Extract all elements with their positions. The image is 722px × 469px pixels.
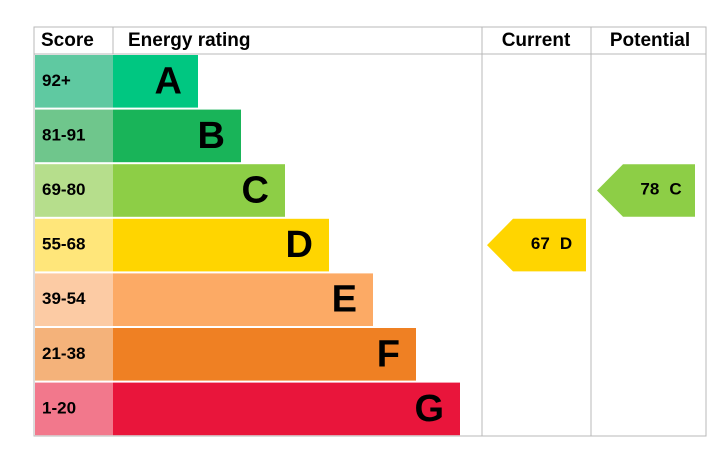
- score-cell: [35, 273, 113, 326]
- potential-label: 78 C: [640, 180, 681, 199]
- current-label: 67 D: [531, 235, 572, 254]
- current-arrow: [487, 218, 586, 272]
- score-label: 81-91: [42, 125, 85, 144]
- rating-bar: [113, 109, 241, 163]
- frame: [33, 26, 707, 437]
- current-letter: D: [560, 235, 572, 254]
- header-rating: Energy rating: [128, 30, 250, 51]
- rating-letter: C: [242, 170, 269, 212]
- rating-bar: [113, 218, 329, 272]
- potential-arrow: [597, 164, 695, 217]
- rating-bar: [113, 273, 373, 326]
- score-label: 55-68: [42, 235, 85, 254]
- score-cell: [35, 328, 113, 381]
- score-cell: [35, 55, 113, 108]
- score-cell: [35, 382, 113, 436]
- score-label: 39-54: [42, 289, 86, 308]
- potential-value: 78: [640, 180, 659, 199]
- rating-letter: D: [286, 224, 313, 266]
- rating-letter: A: [155, 60, 182, 102]
- score-cell: [35, 164, 113, 217]
- grid: [33, 26, 707, 437]
- score-label: 1-20: [42, 398, 76, 417]
- score-label: 21-38: [42, 344, 85, 363]
- rating-bar: [113, 164, 285, 217]
- rating-letter: B: [198, 115, 225, 157]
- header-current: Current: [502, 30, 571, 51]
- score-label: 69-80: [42, 180, 85, 199]
- rating-letter: F: [377, 333, 400, 375]
- rating-bar: [113, 328, 416, 381]
- rating-bar: [113, 382, 460, 436]
- score-label: 92+: [42, 71, 71, 90]
- header-score: Score: [41, 30, 94, 51]
- rating-letter: G: [414, 388, 444, 430]
- rating-bar: [113, 55, 198, 108]
- current-value: 67: [531, 235, 550, 254]
- score-cell: [35, 109, 113, 163]
- rating-letter: E: [332, 279, 357, 321]
- potential-letter: C: [669, 180, 681, 199]
- header-potential: Potential: [610, 30, 690, 51]
- score-cell: [35, 218, 113, 272]
